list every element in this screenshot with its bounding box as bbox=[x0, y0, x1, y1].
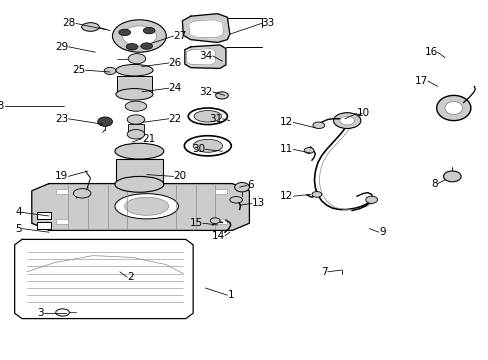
Text: 6: 6 bbox=[246, 180, 253, 190]
Text: 5: 5 bbox=[15, 224, 22, 234]
Bar bbox=[66, 9, 193, 202]
Ellipse shape bbox=[444, 102, 462, 114]
Ellipse shape bbox=[112, 20, 166, 52]
Ellipse shape bbox=[443, 171, 460, 182]
Ellipse shape bbox=[339, 116, 354, 125]
Polygon shape bbox=[188, 20, 223, 38]
Ellipse shape bbox=[365, 196, 377, 203]
Polygon shape bbox=[32, 184, 249, 230]
Ellipse shape bbox=[116, 89, 153, 100]
Ellipse shape bbox=[141, 43, 152, 49]
Ellipse shape bbox=[81, 23, 99, 31]
Text: 15: 15 bbox=[189, 218, 203, 228]
Ellipse shape bbox=[143, 27, 155, 34]
Ellipse shape bbox=[193, 139, 222, 152]
Bar bbox=[116, 159, 163, 184]
Bar bbox=[215, 189, 227, 194]
Text: 4: 4 bbox=[15, 207, 22, 217]
Ellipse shape bbox=[333, 113, 360, 129]
Text: 13: 13 bbox=[251, 198, 264, 208]
Text: 22: 22 bbox=[168, 114, 182, 124]
Ellipse shape bbox=[128, 54, 145, 64]
Text: 2: 2 bbox=[127, 272, 134, 282]
Bar bbox=[128, 124, 144, 134]
Ellipse shape bbox=[188, 108, 227, 125]
Ellipse shape bbox=[115, 194, 178, 219]
Text: 12: 12 bbox=[280, 117, 293, 127]
Text: 19: 19 bbox=[55, 171, 68, 181]
Text: 9: 9 bbox=[378, 227, 385, 237]
Ellipse shape bbox=[127, 130, 144, 139]
Ellipse shape bbox=[98, 117, 112, 126]
Text: 32: 32 bbox=[199, 87, 212, 97]
Ellipse shape bbox=[119, 29, 130, 36]
Text: 18: 18 bbox=[0, 101, 5, 111]
Text: 30: 30 bbox=[192, 144, 205, 154]
Text: 34: 34 bbox=[199, 51, 212, 61]
Polygon shape bbox=[15, 239, 193, 319]
Bar bbox=[425, 47, 486, 169]
Text: 16: 16 bbox=[424, 47, 437, 57]
Text: 29: 29 bbox=[55, 42, 68, 52]
Ellipse shape bbox=[56, 309, 69, 316]
Ellipse shape bbox=[122, 26, 156, 46]
Text: 1: 1 bbox=[227, 290, 234, 300]
Ellipse shape bbox=[194, 111, 221, 122]
Text: 26: 26 bbox=[168, 58, 182, 68]
Bar bbox=[37, 222, 51, 229]
Ellipse shape bbox=[234, 183, 249, 192]
Ellipse shape bbox=[210, 218, 220, 224]
Ellipse shape bbox=[73, 189, 91, 198]
Ellipse shape bbox=[115, 143, 163, 159]
Bar bbox=[281, 97, 437, 270]
Text: 25: 25 bbox=[72, 65, 85, 75]
Ellipse shape bbox=[436, 95, 470, 121]
Text: 24: 24 bbox=[168, 83, 182, 93]
Ellipse shape bbox=[229, 197, 242, 203]
Bar bbox=[56, 189, 68, 194]
Text: 21: 21 bbox=[142, 134, 155, 144]
Ellipse shape bbox=[124, 197, 168, 215]
Text: 8: 8 bbox=[430, 179, 437, 189]
Text: 31: 31 bbox=[209, 114, 222, 124]
Ellipse shape bbox=[126, 44, 138, 50]
Text: 27: 27 bbox=[173, 31, 186, 41]
Ellipse shape bbox=[215, 92, 228, 99]
Bar bbox=[37, 212, 51, 219]
Text: 20: 20 bbox=[173, 171, 186, 181]
Ellipse shape bbox=[312, 122, 324, 129]
Text: 7: 7 bbox=[320, 267, 327, 277]
Text: 12: 12 bbox=[280, 191, 293, 201]
Text: 23: 23 bbox=[55, 114, 68, 124]
Text: 28: 28 bbox=[62, 18, 76, 28]
Text: 10: 10 bbox=[356, 108, 369, 118]
Ellipse shape bbox=[311, 192, 321, 197]
Ellipse shape bbox=[115, 176, 163, 192]
Ellipse shape bbox=[125, 101, 146, 111]
Bar bbox=[12, 169, 261, 355]
Ellipse shape bbox=[304, 148, 313, 153]
Ellipse shape bbox=[184, 136, 231, 156]
Ellipse shape bbox=[116, 64, 153, 76]
Polygon shape bbox=[182, 14, 229, 42]
Polygon shape bbox=[184, 45, 225, 68]
Text: 14: 14 bbox=[211, 231, 224, 241]
Ellipse shape bbox=[104, 67, 116, 75]
Bar bbox=[215, 219, 227, 224]
Bar bbox=[56, 219, 68, 224]
Text: 11: 11 bbox=[280, 144, 293, 154]
Ellipse shape bbox=[127, 115, 144, 124]
Text: 17: 17 bbox=[414, 76, 427, 86]
Text: 3: 3 bbox=[37, 308, 44, 318]
Polygon shape bbox=[186, 49, 215, 65]
Text: 33: 33 bbox=[261, 18, 274, 28]
Bar bbox=[117, 76, 151, 94]
